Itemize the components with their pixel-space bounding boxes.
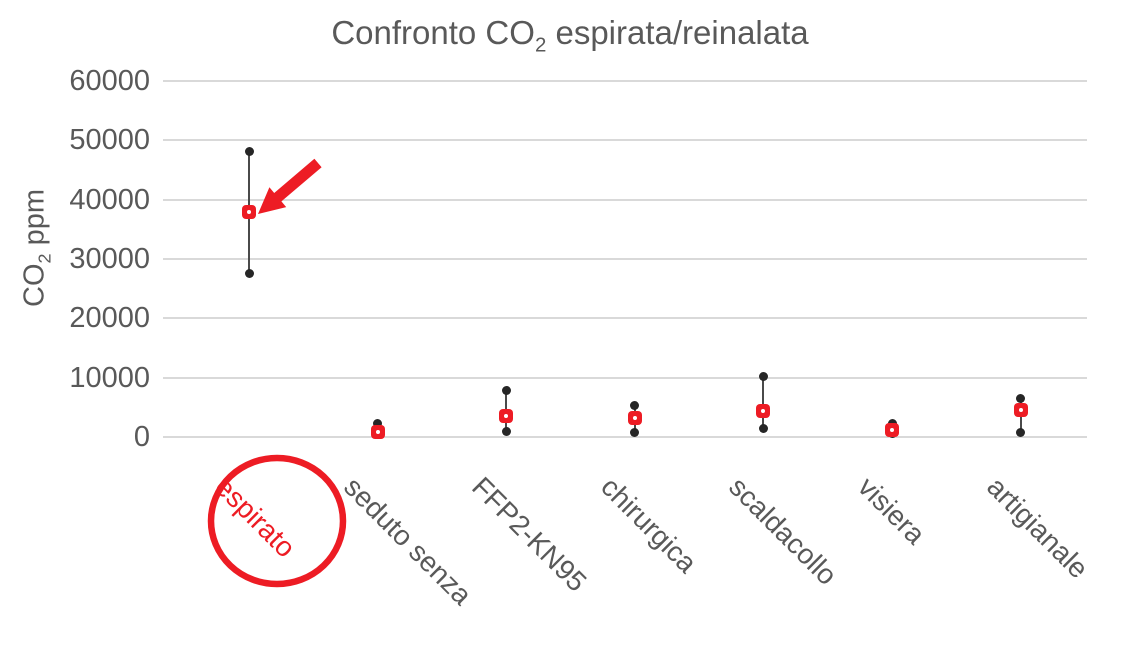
y-tick-label: 10000 <box>69 361 150 394</box>
mid-marker-center-dot <box>890 428 894 433</box>
data-point-range-line <box>762 376 765 429</box>
category-label-espirato: espirato <box>209 471 302 564</box>
data-point-mid-marker <box>242 204 256 219</box>
data-point-max-dot <box>501 386 511 396</box>
gridline <box>163 258 1087 260</box>
data-point-min-dot <box>758 424 768 434</box>
y-tick-label: 20000 <box>69 302 150 335</box>
mid-marker-center-dot <box>761 408 766 413</box>
chart-title-suffix: espirata/reinalata <box>546 14 809 51</box>
y-tick-label: 40000 <box>69 183 150 216</box>
chart-title-subscript: 2 <box>534 33 547 57</box>
chart-title: Confronto CO2 espirata/reinalata <box>0 14 1140 58</box>
gridline <box>163 436 1087 438</box>
gridline <box>163 376 1087 379</box>
y-tick-label: 0 <box>133 421 150 453</box>
y-tick-label: 60000 <box>69 65 150 98</box>
data-point-min-dot <box>244 269 254 279</box>
data-point-max-dot <box>887 418 897 428</box>
data-point-mid-marker <box>370 425 385 440</box>
gridline <box>163 198 1087 201</box>
mid-marker-center-dot <box>504 413 509 418</box>
gridline <box>163 317 1087 320</box>
data-point-min-dot <box>630 427 640 437</box>
data-point-min-dot <box>501 426 511 436</box>
category-label-visiera: visiera <box>852 471 932 551</box>
data-point-max-dot <box>373 418 383 428</box>
data-point-max-dot <box>758 371 768 381</box>
category-label-seduto-senza: seduto senza <box>337 471 478 611</box>
data-point-mid-marker <box>885 423 899 438</box>
mid-marker-center-dot <box>247 209 251 214</box>
category-label-ffp2-kn95: FFP2-KN95 <box>466 471 593 598</box>
category-label-scaldacollo: scaldacollo <box>723 471 844 591</box>
data-point-max-dot <box>630 401 640 411</box>
data-point-mid-marker <box>499 408 514 423</box>
y-tick-label: 50000 <box>69 124 150 157</box>
data-point-mid-marker <box>756 403 771 418</box>
data-point-max-dot <box>244 146 254 156</box>
category-label-chirurgica: chirurgica <box>594 471 703 579</box>
data-point-mid-marker <box>627 411 642 425</box>
category-label-artigianale: artigianale <box>980 471 1094 585</box>
mid-marker-center-dot <box>375 430 380 435</box>
mid-marker-center-dot <box>632 416 637 420</box>
gridline <box>163 80 1087 83</box>
mid-marker-center-dot <box>1018 408 1023 413</box>
data-point-max-dot <box>1016 393 1026 403</box>
data-point-mid-marker <box>1013 403 1028 418</box>
gridline <box>163 139 1087 142</box>
chart-title-prefix: Confronto CO <box>331 14 535 51</box>
red-arrow-icon <box>258 158 322 214</box>
data-point-min-dot <box>1016 427 1026 437</box>
y-tick-label: 30000 <box>69 243 150 275</box>
